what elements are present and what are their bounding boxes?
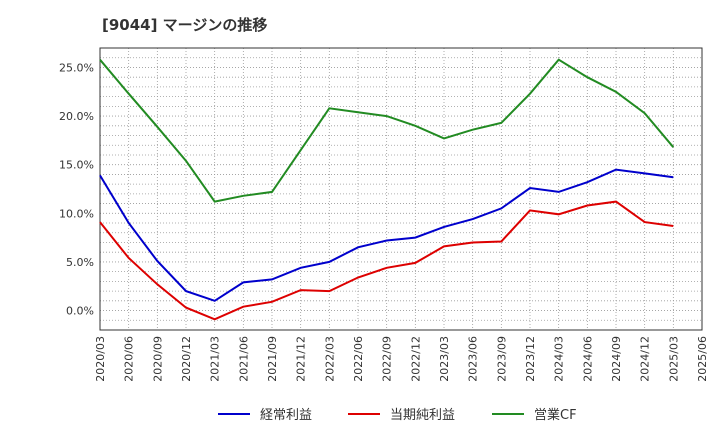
x-tick-label: 2022/12 [409, 336, 422, 382]
x-tick-label: 2023/09 [495, 336, 508, 382]
x-tick-label: 2022/09 [381, 336, 394, 382]
chart-title: [9044] マージンの推移 [102, 16, 268, 34]
x-tick-label: 2021/12 [295, 336, 308, 382]
legend-label: 経常利益 [260, 408, 312, 423]
y-tick-label: 10.0% [59, 207, 94, 220]
series-line [99, 200, 674, 321]
x-tick-label: 2021/09 [266, 336, 279, 382]
x-tick-label: 2023/03 [438, 336, 451, 382]
x-tick-label: 2023/06 [467, 336, 480, 382]
series-line [99, 58, 675, 203]
series-line [99, 168, 674, 302]
plot-frame [99, 47, 703, 331]
x-tick-label: 2020/06 [123, 336, 136, 382]
x-tick-label: 2023/12 [524, 336, 537, 382]
legend-label: 当期純利益 [390, 408, 455, 423]
x-tick-label: 2024/12 [639, 336, 652, 382]
x-tick-label: 2021/06 [237, 336, 250, 382]
y-tick-label: 25.0% [59, 61, 94, 74]
x-tick-label: 2025/03 [667, 336, 680, 382]
x-tick-label: 2020/03 [94, 336, 107, 382]
x-tick-label: 2024/09 [610, 336, 623, 382]
legend-label: 営業CF [534, 407, 577, 423]
x-tick-label: 2022/03 [323, 336, 336, 382]
x-tick-label: 2024/03 [553, 336, 566, 382]
x-tick-label: 2024/06 [581, 336, 594, 382]
y-tick-label: 15.0% [59, 159, 94, 172]
y-tick-label: 0.0% [66, 305, 94, 318]
x-tick-label: 2020/12 [180, 336, 193, 382]
x-tick-label: 2021/03 [209, 336, 222, 382]
y-tick-label: 20.0% [59, 110, 94, 123]
x-tick-label: 2022/06 [352, 336, 365, 382]
x-tick-label: 2020/09 [151, 336, 164, 382]
y-tick-label: 5.0% [66, 256, 94, 269]
plot-area [100, 48, 702, 330]
x-tick-label: 2025/06 [696, 336, 709, 382]
